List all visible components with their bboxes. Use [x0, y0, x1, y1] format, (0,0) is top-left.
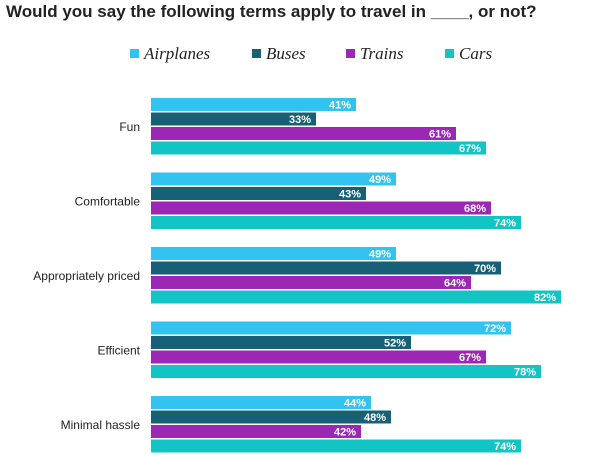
legend-swatch-airplanes [130, 49, 139, 58]
bar-comfortable-trains [151, 201, 491, 215]
value-label-efficient-trains: 67% [459, 352, 481, 364]
value-label-appropriately-priced-cars: 82% [534, 292, 556, 304]
legend-item-airplanes: Airplanes [130, 44, 210, 64]
category-label-efficient: Efficient [98, 344, 141, 358]
category-label-fun: Fun [119, 120, 140, 134]
legend-label-buses: Buses [266, 44, 306, 63]
bar-minimal-hassle-trains [151, 425, 361, 438]
bar-minimal-hassle-cars [151, 439, 521, 453]
legend-item-trains: Trains [346, 44, 403, 64]
bar-minimal-hassle-airplanes [151, 396, 371, 409]
value-label-appropriately-priced-trains: 64% [444, 278, 466, 290]
value-label-fun-airplanes: 41% [329, 100, 351, 112]
bar-fun-airplanes [151, 98, 356, 111]
legend-label-trains: Trains [360, 44, 404, 63]
bar-efficient-buses [151, 336, 411, 349]
value-label-appropriately-priced-airplanes: 49% [369, 249, 391, 261]
value-label-comfortable-airplanes: 49% [369, 174, 391, 186]
value-label-minimal-hassle-cars: 74% [494, 441, 516, 453]
bar-fun-cars [151, 141, 486, 155]
bar-fun-buses [151, 112, 316, 126]
bar-comfortable-airplanes [151, 172, 396, 186]
bar-comfortable-cars [151, 216, 521, 229]
bar-efficient-trains [151, 350, 486, 364]
value-label-comfortable-trains: 68% [464, 203, 486, 215]
value-label-fun-trains: 61% [429, 129, 451, 141]
legend: Airplanes Buses Trains Cars [0, 44, 600, 64]
bar-appropriately-priced-buses [151, 261, 501, 275]
bar-minimal-hassle-buses [151, 410, 391, 424]
value-label-minimal-hassle-trains: 42% [334, 427, 356, 439]
value-label-efficient-airplanes: 72% [484, 323, 506, 335]
value-label-minimal-hassle-airplanes: 44% [344, 398, 366, 410]
value-label-efficient-cars: 78% [514, 367, 536, 379]
value-label-efficient-buses: 52% [384, 338, 406, 350]
bar-appropriately-priced-airplanes [151, 247, 396, 260]
category-label-minimal-hassle: Minimal hassle [61, 418, 141, 432]
value-label-comfortable-buses: 43% [339, 189, 361, 201]
legend-swatch-trains [346, 49, 355, 58]
value-label-comfortable-cars: 74% [494, 218, 516, 230]
legend-label-airplanes: Airplanes [144, 44, 211, 63]
bar-efficient-cars [151, 365, 541, 378]
bar-appropriately-priced-cars [151, 290, 561, 304]
bar-efficient-airplanes [151, 321, 511, 335]
bar-appropriately-priced-trains [151, 276, 471, 289]
legend-swatch-cars [445, 49, 454, 58]
category-label-comfortable: Comfortable [75, 195, 141, 209]
legend-label-cars: Cars [459, 44, 493, 63]
value-label-appropriately-priced-buses: 70% [474, 263, 496, 275]
bar-fun-trains [151, 127, 456, 140]
legend-item-cars: Cars [445, 44, 492, 64]
value-label-fun-cars: 67% [459, 143, 481, 155]
category-label-appropriately-priced: Appropriately priced [33, 269, 140, 283]
value-label-minimal-hassle-buses: 48% [364, 412, 386, 424]
legend-item-buses: Buses [252, 44, 306, 64]
value-label-fun-buses: 33% [289, 114, 311, 126]
legend-swatch-buses [252, 49, 261, 58]
bar-comfortable-buses [151, 187, 366, 200]
chart-title: Would you say the following terms apply … [6, 2, 537, 21]
